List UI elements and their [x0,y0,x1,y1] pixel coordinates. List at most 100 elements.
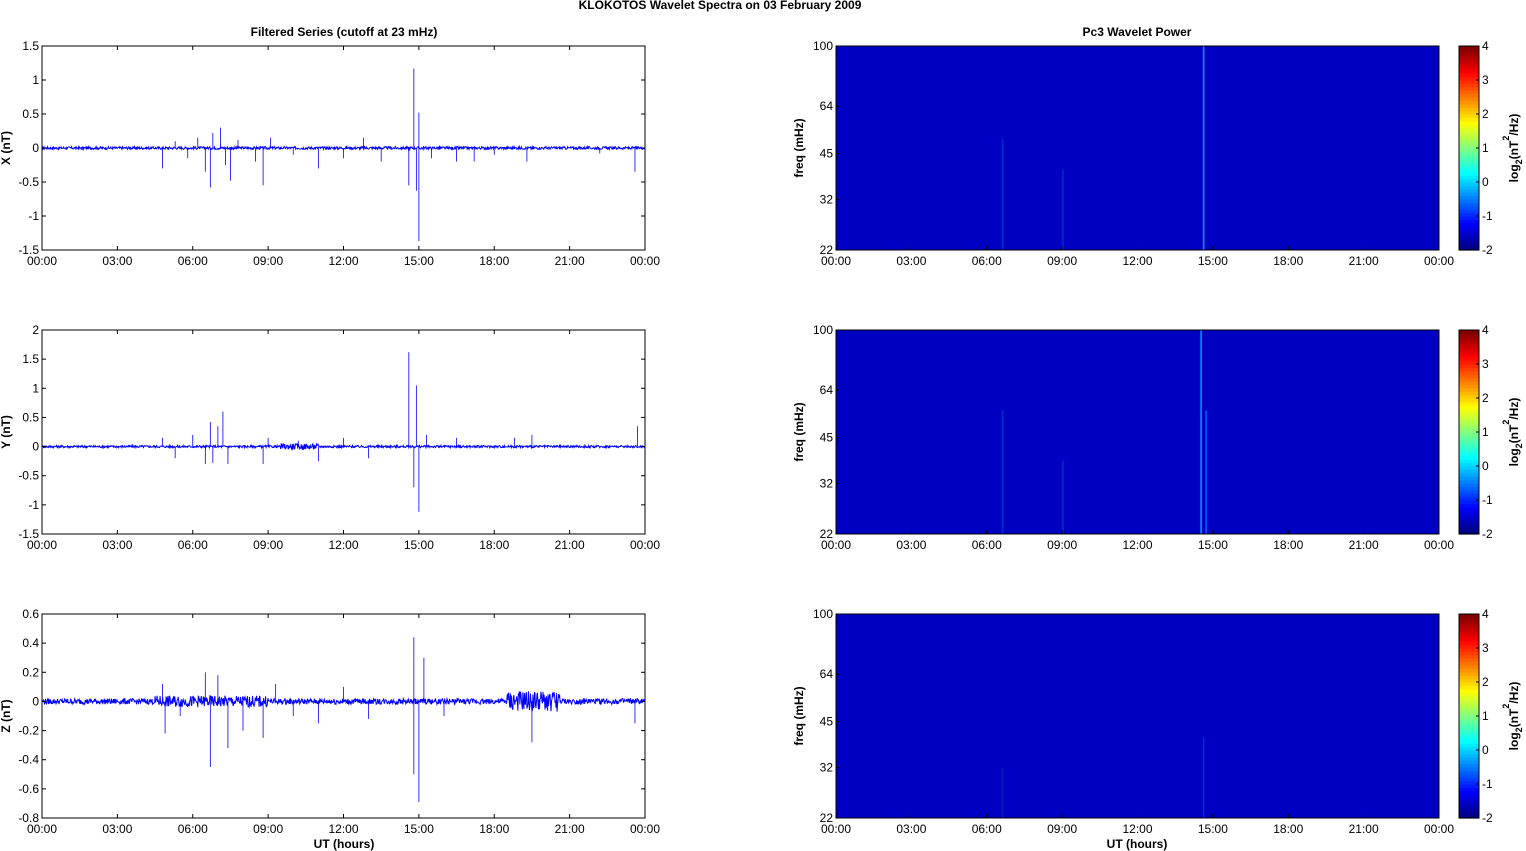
colorbar-label-part: (nT [1507,140,1521,159]
colorbar-swatch [1459,736,1479,741]
y-tick-label: 1.5 [22,352,39,366]
timeseries-panel-y: 00:00 03:00 06:00 09:00 12:00 15:00 18:00 21:00… [0,323,660,552]
colorbar-swatch [1459,641,1479,646]
colorbar-swatch [1459,462,1479,467]
colorbar-swatch [1459,86,1479,91]
colorbar-swatch [1459,370,1479,375]
x-tick-label: 15:00 [1198,822,1228,836]
colorbar-swatch [1459,212,1479,217]
x-tick-label: 00:00 [27,822,57,836]
colorbar-swatch [1459,496,1479,501]
x-tick-label: 03:00 [896,538,926,552]
colorbar-swatch [1459,93,1479,98]
colorbar-swatch [1459,52,1479,57]
y-tick-label: -1.5 [18,243,39,257]
colorbar-swatch [1459,381,1479,385]
colorbar-swatch [1459,161,1479,166]
colorbar-swatch [1459,154,1479,159]
y-tick-label: 0.5 [22,410,39,424]
spectrogram-panel-x: 00:00 03:00 06:00 09:00 12:00 15:00 18:00 21:00… [792,39,1524,268]
timeseries-panel-z: 00:00 03:00 06:00 09:00 12:00 15:00 18:00 21:00… [0,607,660,836]
colorbar-swatch [1459,807,1479,812]
colorbar-swatch [1459,377,1479,382]
colorbar-swatch [1459,408,1479,413]
x-tick-label: 06:00 [972,822,1002,836]
colorbar-swatch [1459,178,1479,183]
colorbar-swatch [1459,202,1479,207]
colorbar-swatch [1459,428,1479,433]
colorbar-swatch [1459,513,1479,518]
x-tick-label: 18:00 [1273,822,1303,836]
y-tick-label: 32 [820,193,834,207]
x-tick-label: 09:00 [1047,822,1077,836]
colorbar-swatch [1459,421,1479,426]
colorbar-swatch [1459,69,1479,74]
colorbar-swatch [1459,678,1479,683]
colorbar-swatch [1459,614,1479,618]
colorbar-swatch [1459,523,1479,528]
colorbar-swatch [1459,760,1479,765]
y-tick-label: 32 [820,761,834,775]
colorbar-swatch [1459,367,1479,372]
power-streak [1001,139,1004,250]
y-tick-label: -1.5 [18,527,39,541]
colorbar-swatch [1459,216,1479,220]
colorbar-swatch [1459,719,1479,724]
y-tick-label: 22 [820,243,834,257]
colorbar-swatch [1459,767,1479,771]
x-tick-label: 12:00 [328,822,358,836]
x-tick-label: 00:00 [27,538,57,552]
colorbar-swatch [1459,716,1479,720]
colorbar-swatch [1459,107,1479,112]
colorbar-label-part: /Hz) [1507,682,1521,704]
colorbar-swatch [1459,333,1479,338]
x-tick-label: 09:00 [253,538,283,552]
y-tick-label: -1 [28,209,39,223]
timeseries-panel-x: 00:00 03:00 06:00 09:00 12:00 15:00 18:00 21:00… [0,39,660,268]
x-tick-label: 06:00 [972,538,1002,552]
y-tick-label: 100 [813,607,833,621]
colorbar-swatch [1459,357,1479,362]
y-tick-label: 45 [820,147,834,161]
colorbar-swatch [1459,100,1479,105]
colorbar-label-part: log [1507,448,1521,466]
colorbar-swatch [1459,661,1479,666]
colorbar-swatch [1459,209,1479,214]
colorbar-swatch [1459,83,1479,88]
colorbar-swatch [1459,148,1479,152]
colorbar-swatch [1459,124,1479,129]
colorbar-swatch [1459,722,1479,727]
colorbar-swatch [1459,195,1479,200]
x-tick-label: 21:00 [1349,254,1379,268]
colorbar-tick-label: 3 [1482,357,1489,371]
colorbar-swatch [1459,770,1479,775]
colorbar-swatch [1459,411,1479,416]
colorbar-swatch [1459,692,1479,697]
colorbar-swatch [1459,729,1479,734]
y-tick-label: 1 [32,381,39,395]
colorbar-swatch [1459,665,1479,669]
colorbar-swatch [1459,63,1479,67]
colorbar-swatch [1459,743,1479,748]
colorbar-swatch [1459,483,1479,487]
colorbar-swatch [1459,188,1479,193]
colorbar-swatch [1459,780,1479,785]
colorbar-swatch [1459,801,1479,805]
colorbar-swatch [1459,401,1479,406]
x-tick-label: 09:00 [1047,254,1077,268]
colorbar-swatch [1459,90,1479,95]
colorbar-swatch [1459,675,1479,680]
colorbar-swatch [1459,814,1479,819]
colorbar-tick-label: -2 [1482,243,1493,257]
y-tick-label: 0.2 [22,665,39,679]
power-streak [1001,767,1004,818]
colorbar-swatch [1459,226,1479,231]
colorbar-swatch [1459,418,1479,423]
plot-area [41,329,646,535]
colorbar-swatch [1459,520,1479,525]
colorbar-label: log2(nT2/Hz) [1501,114,1524,183]
colorbar-label-part: 2 [1514,159,1524,164]
colorbar-swatch [1459,347,1479,351]
x-tick-label: 12:00 [328,254,358,268]
colorbar-swatch [1459,340,1479,345]
